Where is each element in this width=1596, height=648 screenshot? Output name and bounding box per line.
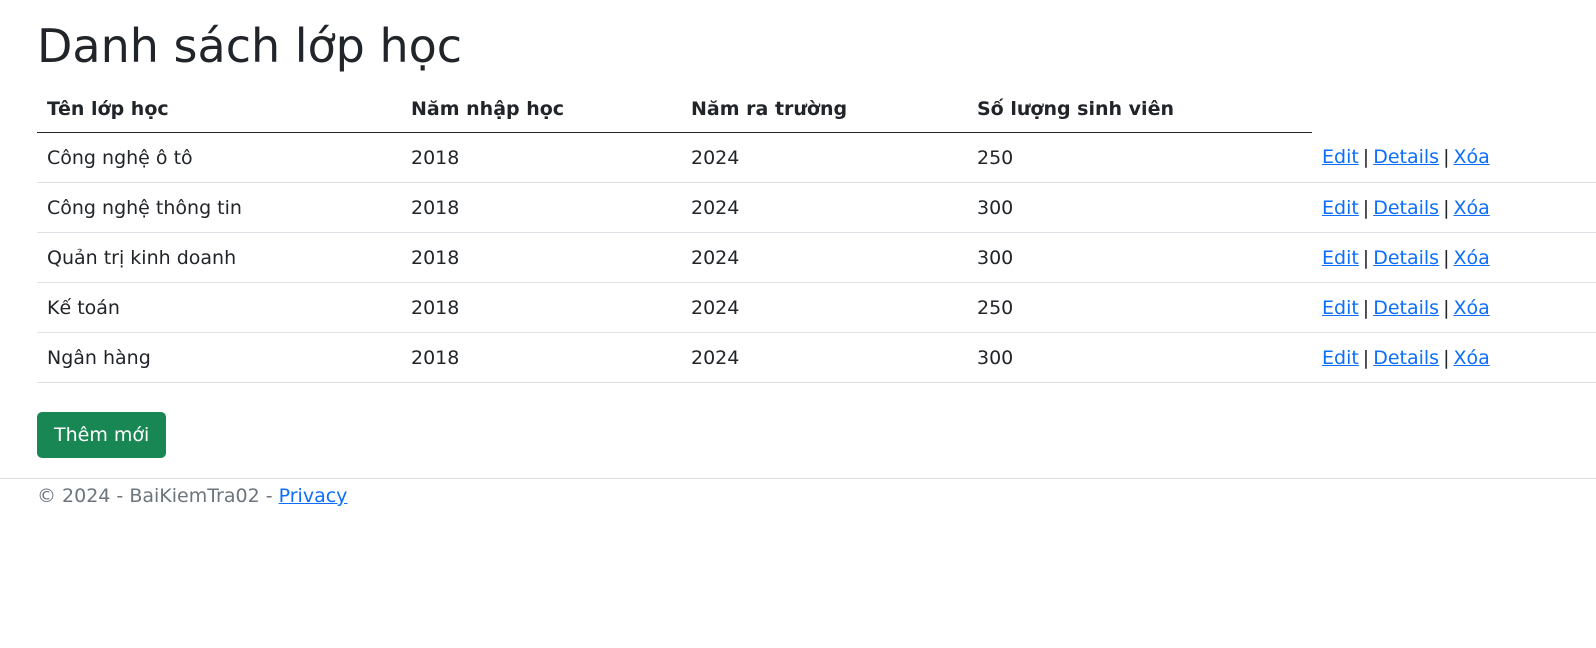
separator: | (1362, 196, 1370, 219)
cell-end-year: 2024 (681, 182, 967, 233)
table-header-row: Tên lớp học Năm nhập học Năm ra trường S… (37, 86, 1596, 133)
separator: | (1362, 346, 1370, 369)
separator: | (1443, 246, 1450, 269)
edit-link[interactable]: Edit (1322, 246, 1359, 269)
cell-end-year: 2024 (681, 332, 967, 383)
cell-actions: Edit | Details | Xóa (1312, 232, 1596, 283)
cell-start-year: 2018 (401, 282, 681, 333)
separator: | (1362, 296, 1370, 319)
details-link[interactable]: Details (1373, 146, 1440, 169)
cell-class-name: Công nghệ thông tin (37, 182, 401, 233)
delete-link[interactable]: Xóa (1453, 196, 1490, 219)
column-header-start-year: Năm nhập học (401, 86, 681, 133)
cell-student-count: 300 (967, 232, 1312, 283)
cell-actions: Edit | Details | Xóa (1312, 182, 1596, 233)
cell-class-name: Kế toán (37, 282, 401, 333)
cell-student-count: 250 (967, 282, 1312, 333)
edit-link[interactable]: Edit (1322, 146, 1359, 169)
separator: | (1443, 146, 1450, 169)
cell-start-year: 2018 (401, 232, 681, 283)
separator: | (1443, 296, 1450, 319)
cell-actions: Edit | Details | Xóa (1312, 332, 1596, 383)
footer: © 2024 - BaiKiemTra02 - Privacy (0, 478, 1596, 507)
cell-end-year: 2024 (681, 132, 967, 183)
table-row: Công nghệ ô tô 2018 2024 250 Edit | Detail… (37, 132, 1596, 183)
edit-link[interactable]: Edit (1322, 296, 1359, 319)
delete-link[interactable]: Xóa (1453, 296, 1490, 319)
cell-actions: Edit | Details | Xóa (1312, 282, 1596, 333)
cell-class-name: Ngân hàng (37, 332, 401, 383)
privacy-link[interactable]: Privacy (278, 485, 348, 507)
footer-copyright: © 2024 - BaiKiemTra02 - (37, 485, 279, 507)
cell-end-year: 2024 (681, 282, 967, 333)
cell-class-name: Công nghệ ô tô (37, 132, 401, 183)
edit-link[interactable]: Edit (1322, 196, 1359, 219)
cell-start-year: 2018 (401, 132, 681, 183)
details-link[interactable]: Details (1373, 196, 1440, 219)
delete-link[interactable]: Xóa (1453, 246, 1490, 269)
cell-end-year: 2024 (681, 232, 967, 283)
delete-link[interactable]: Xóa (1453, 146, 1490, 169)
table-row: Quản trị kinh doanh 2018 2024 300 Edit | D… (37, 232, 1596, 283)
class-table: Tên lớp học Năm nhập học Năm ra trường S… (37, 86, 1596, 383)
separator: | (1443, 196, 1450, 219)
details-link[interactable]: Details (1373, 346, 1440, 369)
column-header-actions (1312, 86, 1596, 133)
column-header-class-name: Tên lớp học (37, 86, 401, 133)
cell-class-name: Quản trị kinh doanh (37, 232, 401, 283)
separator: | (1362, 246, 1370, 269)
cell-student-count: 300 (967, 182, 1312, 233)
add-new-button[interactable]: Thêm mới (37, 412, 167, 458)
cell-student-count: 250 (967, 132, 1312, 183)
table-row: Công nghệ thông tin 2018 2024 300 Edit | D… (37, 182, 1596, 233)
cell-start-year: 2018 (401, 182, 681, 233)
delete-link[interactable]: Xóa (1453, 346, 1490, 369)
column-header-end-year: Năm ra trường (681, 86, 967, 133)
table-row: Ngân hàng 2018 2024 300 Edit | Details | Xóa (37, 332, 1596, 383)
cell-start-year: 2018 (401, 332, 681, 383)
cell-actions: Edit | Details | Xóa (1312, 132, 1596, 183)
details-link[interactable]: Details (1373, 246, 1440, 269)
column-header-student-count: Số lượng sinh viên (967, 86, 1312, 133)
edit-link[interactable]: Edit (1322, 346, 1359, 369)
separator: | (1443, 346, 1450, 369)
details-link[interactable]: Details (1373, 296, 1440, 319)
cell-student-count: 300 (967, 332, 1312, 383)
page-title: Danh sách lớp học (37, 19, 463, 73)
footer-text: © 2024 - BaiKiemTra02 - Privacy (37, 482, 347, 510)
table-row: Kế toán 2018 2024 250 Edit | Details | Xóa (37, 282, 1596, 333)
separator: | (1362, 146, 1370, 169)
